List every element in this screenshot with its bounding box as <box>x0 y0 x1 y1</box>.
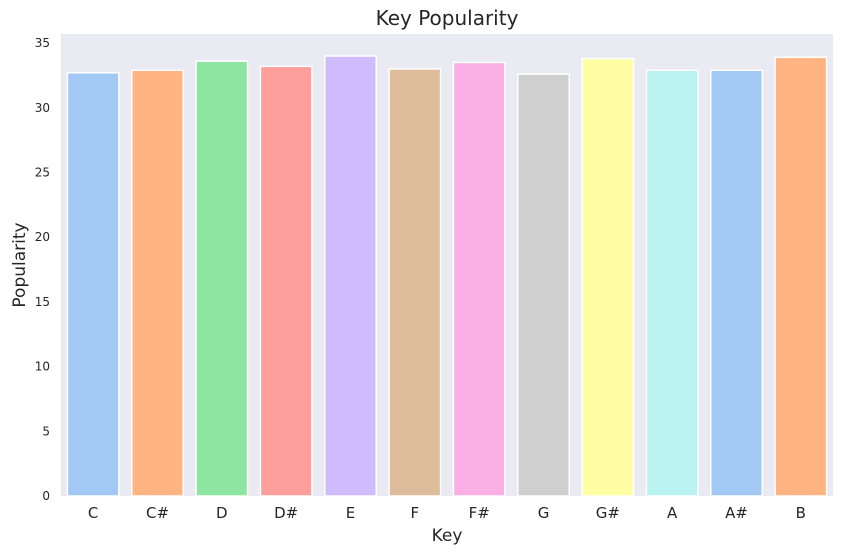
x-tick-label: E <box>346 504 355 522</box>
x-tick-label: D# <box>274 504 298 522</box>
x-tick-label: D <box>216 504 228 522</box>
x-tick-label: C <box>88 504 98 522</box>
bar-e <box>324 55 377 497</box>
y-tick-label: 25 <box>35 165 50 179</box>
bar-g <box>517 73 570 497</box>
y-tick-label: 5 <box>42 424 50 438</box>
x-tick-label: A# <box>725 504 748 522</box>
bar-f <box>388 68 442 497</box>
x-tick-label: C# <box>146 504 169 522</box>
x-tick-label: F <box>411 504 420 522</box>
bar-b <box>774 56 828 497</box>
x-tick-label: B <box>796 504 806 522</box>
bar-c-sharp <box>131 69 184 497</box>
bar-a-sharp <box>710 69 763 497</box>
y-tick-label: 15 <box>35 295 50 309</box>
bar-c <box>66 72 120 497</box>
y-tick-label: 30 <box>35 101 50 115</box>
x-axis-ticks: C C# D D# E F F# G G# A A# B <box>88 504 806 522</box>
bar-a <box>645 69 699 497</box>
bar-f-sharp <box>452 61 506 497</box>
x-axis-label: Key <box>432 526 463 546</box>
x-tick-label: F# <box>469 504 490 522</box>
y-axis-label: Popularity <box>10 222 30 307</box>
y-axis-ticks: 0 5 10 15 20 25 30 35 <box>35 36 50 503</box>
x-tick-label: G <box>538 504 550 522</box>
y-tick-label: 0 <box>42 489 50 503</box>
y-tick-label: 35 <box>35 36 50 50</box>
y-tick-label: 20 <box>35 230 50 244</box>
x-tick-label: G# <box>596 504 620 522</box>
bar-g-sharp <box>581 57 635 497</box>
bar-d <box>195 60 249 497</box>
chart-title: Key Popularity <box>376 6 519 30</box>
bars-group <box>66 55 828 497</box>
y-tick-label: 10 <box>35 360 50 374</box>
bar-d-sharp <box>259 65 313 497</box>
x-tick-label: A <box>667 504 678 522</box>
plot-area <box>61 34 833 496</box>
